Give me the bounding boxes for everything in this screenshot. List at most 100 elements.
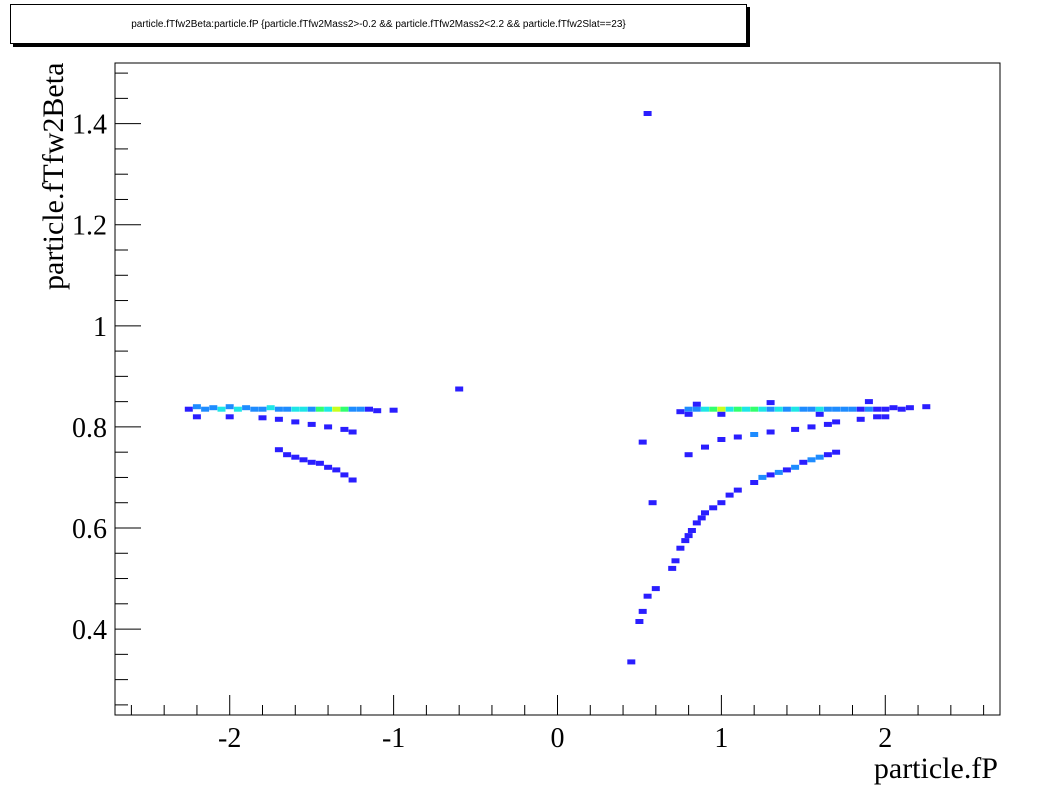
- data-point: [274, 406, 283, 412]
- x-tick-label: -2: [218, 723, 241, 754]
- data-point: [217, 406, 226, 412]
- data-point: [324, 406, 333, 412]
- data-point: [791, 406, 800, 412]
- y-tick-label: 0.6: [72, 514, 107, 545]
- data-point: [192, 414, 201, 420]
- data-point: [315, 460, 324, 466]
- data-point: [922, 404, 931, 410]
- data-point: [348, 406, 357, 412]
- data-point: [242, 405, 251, 411]
- data-point: [889, 405, 898, 411]
- data-point: [643, 111, 652, 116]
- data-point: [225, 414, 234, 420]
- x-tick-label: -1: [382, 723, 405, 754]
- data-point: [782, 406, 791, 412]
- y-tick-label: 1.4: [72, 110, 107, 141]
- data-point: [766, 472, 775, 478]
- data-point: [348, 429, 357, 435]
- data-point: [681, 538, 690, 544]
- data-point: [225, 404, 234, 410]
- x-axis-title: particle.fP: [874, 752, 998, 785]
- data-point: [840, 406, 849, 412]
- data-point: [635, 619, 644, 624]
- data-point: [823, 452, 832, 458]
- data-point: [766, 406, 775, 412]
- data-point: [307, 421, 316, 427]
- data-point: [684, 411, 693, 417]
- data-point: [258, 406, 267, 412]
- data-point: [684, 406, 693, 412]
- data-point: [873, 406, 882, 412]
- data-point: [864, 399, 873, 405]
- data-point: [258, 415, 267, 421]
- data-point: [315, 406, 324, 412]
- y-tick-label: 1.2: [72, 211, 107, 242]
- data-point: [692, 520, 701, 526]
- data-point: [233, 406, 242, 412]
- data-point: [799, 406, 808, 412]
- data-point: [717, 411, 726, 417]
- data-point: [184, 406, 193, 412]
- data-point: [774, 469, 783, 475]
- data-point: [815, 406, 824, 412]
- data-point: [283, 406, 292, 412]
- data-point: [266, 405, 275, 411]
- data-point: [856, 406, 865, 412]
- data-point: [750, 480, 759, 485]
- data-point: [758, 406, 767, 412]
- data-point: [348, 477, 357, 483]
- data-point: [791, 464, 800, 470]
- data-point: [192, 404, 201, 410]
- x-axis-ticks: -2 -1 0 1 2: [130, 695, 985, 754]
- data-point: [733, 434, 742, 440]
- data-point: [389, 407, 398, 413]
- data-point: [733, 406, 742, 412]
- data-point: [638, 608, 647, 614]
- chart-title: particle.fTfw2Beta:particle.fP {particle…: [131, 18, 626, 30]
- data-point: [332, 406, 341, 412]
- data-point: [307, 459, 316, 465]
- data-point: [725, 406, 734, 412]
- data-point: [823, 421, 832, 427]
- data-point: [766, 429, 775, 435]
- data-point: [283, 452, 292, 458]
- data-point: [340, 406, 349, 412]
- data-point: [815, 411, 824, 417]
- data-point: [832, 406, 841, 412]
- y-tick-label: 0.4: [72, 615, 107, 646]
- data-point: [671, 558, 680, 564]
- data-point: [742, 406, 750, 412]
- data-point: [881, 406, 890, 412]
- data-point: [201, 406, 210, 412]
- data-point: [332, 467, 341, 473]
- data-point: [668, 565, 677, 571]
- data-point: [807, 406, 816, 412]
- data-point: [701, 510, 709, 516]
- data-point: [848, 406, 857, 412]
- data-point: [365, 406, 373, 412]
- data-point: [782, 467, 791, 473]
- data-point: [815, 454, 824, 460]
- data-point: [905, 405, 914, 411]
- data-point: [676, 545, 685, 551]
- data-point: [873, 414, 882, 420]
- data-point: [709, 406, 718, 412]
- data-point: [643, 593, 652, 599]
- data-point: [832, 449, 841, 455]
- data-point: [807, 457, 816, 463]
- y-axis-title: particle.fTfw2Beta: [37, 63, 70, 290]
- data-point: [455, 386, 464, 392]
- data-point: [774, 406, 783, 412]
- data-point: [340, 426, 349, 432]
- data-point: [356, 406, 365, 412]
- data-point: [209, 405, 218, 411]
- data-point: [687, 528, 696, 533]
- data-point: [648, 500, 657, 506]
- data-point: [324, 464, 333, 470]
- data-points: [184, 111, 931, 665]
- y-tick-label: 0.8: [72, 413, 107, 444]
- x-tick-label: 1: [714, 723, 728, 754]
- y-axis-ticks: 0.4 0.6 0.8 1 1.2 1.4: [72, 72, 141, 706]
- data-point: [299, 406, 308, 412]
